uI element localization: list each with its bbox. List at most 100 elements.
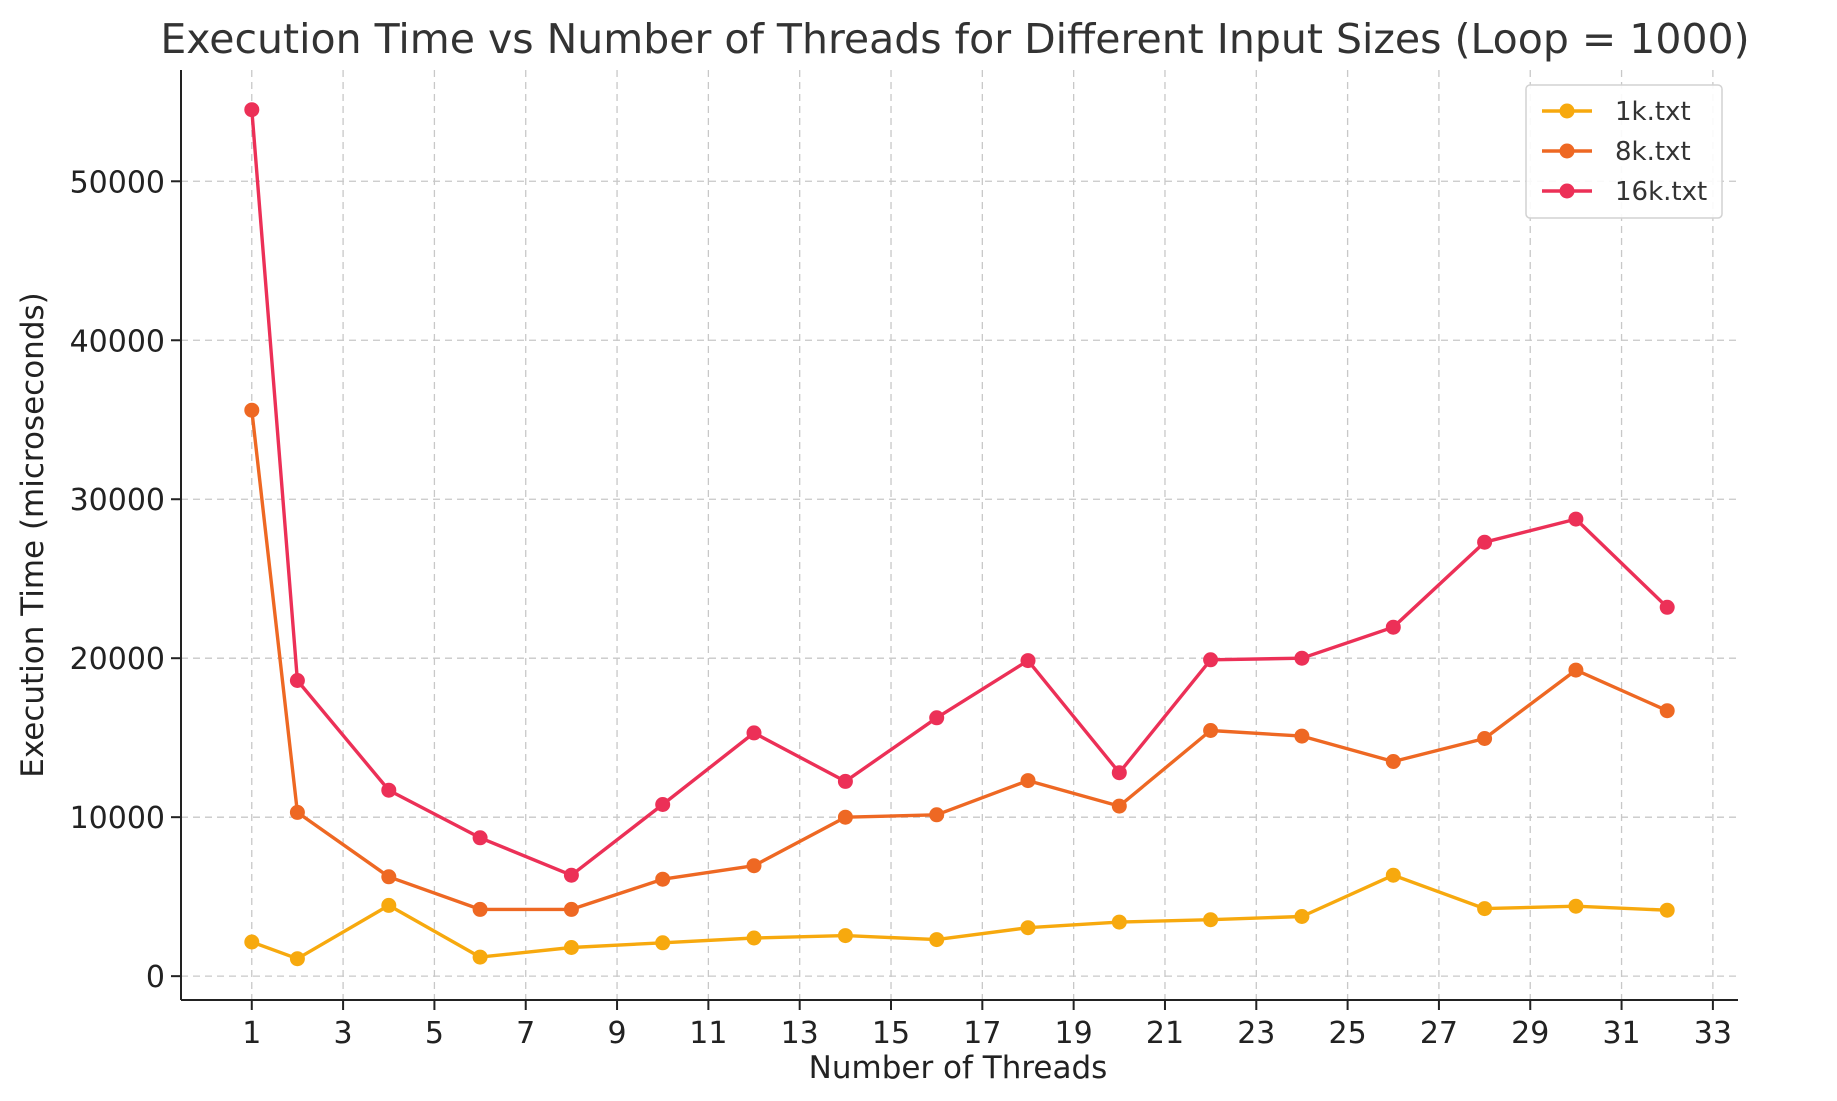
x-tick-label: 11: [689, 1016, 727, 1051]
data-point: [1659, 599, 1675, 615]
data-point: [1111, 914, 1127, 930]
x-tick-label: 33: [1694, 1016, 1732, 1051]
y-tick-label: 30000: [70, 483, 165, 518]
grid: [181, 70, 1738, 1000]
data-point: [244, 934, 260, 950]
data-point: [746, 725, 762, 741]
series-line: [250, 873, 1669, 961]
data-point: [1294, 728, 1310, 744]
data-point: [289, 804, 305, 820]
data-point: [472, 830, 488, 846]
data-point: [563, 901, 579, 917]
data-point: [1568, 511, 1584, 527]
x-tick-label: 23: [1237, 1016, 1275, 1051]
x-tick-label: 3: [334, 1016, 353, 1051]
legend-swatch-marker: [1559, 183, 1575, 199]
data-point: [1203, 912, 1219, 928]
legend-swatch-marker: [1559, 143, 1575, 159]
plot-area: [244, 102, 1675, 967]
data-point: [1203, 652, 1219, 668]
series-line: [250, 408, 1669, 912]
data-point: [244, 402, 260, 418]
legend-item: 16k.txt: [1542, 177, 1707, 207]
data-point: [655, 871, 671, 887]
y-tick-label: 50000: [70, 165, 165, 200]
x-tick-label: 19: [1055, 1016, 1093, 1051]
data-point: [1477, 534, 1493, 550]
data-point: [381, 897, 397, 913]
data-point: [563, 940, 579, 955]
legend-item: 1k.txt: [1542, 97, 1691, 127]
series-line: [250, 107, 1669, 877]
data-point: [472, 949, 488, 965]
series-16k.txt: [244, 102, 1675, 883]
legend-swatch-marker: [1559, 103, 1575, 119]
legend-label: 8k.txt: [1615, 137, 1691, 167]
data-point: [244, 102, 260, 118]
data-point: [1020, 773, 1036, 789]
x-tick-label: 27: [1420, 1016, 1458, 1051]
chart-title: Execution Time vs Number of Threads for …: [160, 15, 1749, 63]
x-tick-label: 1: [242, 1016, 261, 1051]
data-point: [837, 809, 853, 825]
y-tick-label: 20000: [70, 642, 165, 677]
data-point: [655, 797, 671, 812]
legend: 1k.txt 8k.txt 16k.txt: [1525, 84, 1723, 219]
series-8k.txt: [244, 402, 1675, 917]
x-tick-label: 5: [425, 1016, 444, 1051]
x-tick-label: 21: [1146, 1016, 1184, 1051]
data-point: [746, 930, 762, 946]
y-axis-ticks: 0 10000 20000 30000 40000 50000: [70, 165, 181, 995]
data-point: [1294, 650, 1310, 666]
x-axis-ticks: 1 3 5 7 9 11 13 15 17 19 21 23 25 27 29 31 33: [242, 1000, 1732, 1051]
data-point: [1294, 909, 1310, 924]
data-point: [563, 867, 579, 883]
data-point: [381, 869, 397, 885]
data-point: [381, 782, 397, 798]
y-tick-label: 0: [146, 960, 165, 995]
data-point: [837, 928, 853, 944]
x-tick-label: 13: [781, 1016, 819, 1051]
axes: [180, 70, 1738, 1001]
x-tick-label: 25: [1329, 1016, 1367, 1051]
data-point: [929, 932, 945, 948]
data-point: [1477, 731, 1493, 746]
data-point: [472, 901, 488, 917]
data-point: [289, 673, 305, 688]
x-axis-label: Number of Threads: [809, 1050, 1108, 1086]
data-point: [929, 807, 945, 823]
x-tick-label: 7: [516, 1016, 535, 1051]
data-point: [1568, 898, 1584, 914]
data-point: [1659, 703, 1675, 719]
y-tick-label: 10000: [70, 801, 165, 836]
data-point: [837, 773, 853, 789]
y-tick-label: 40000: [70, 324, 165, 359]
x-tick-label: 31: [1602, 1016, 1640, 1051]
data-point: [289, 951, 305, 967]
data-point: [1568, 662, 1584, 678]
y-axis-label: Execution Time (microseconds): [15, 292, 51, 777]
data-point: [1020, 653, 1036, 669]
data-point: [1385, 619, 1401, 635]
legend-item: 8k.txt: [1542, 137, 1691, 167]
legend-label: 1k.txt: [1615, 97, 1691, 127]
data-point: [1020, 920, 1036, 936]
data-point: [1111, 765, 1127, 781]
data-point: [1477, 901, 1493, 917]
data-point: [746, 858, 762, 874]
x-tick-label: 9: [608, 1016, 627, 1051]
data-point: [655, 935, 671, 951]
data-point: [1111, 798, 1127, 814]
legend-box: [1525, 84, 1723, 219]
x-tick-label: 17: [963, 1016, 1001, 1051]
series-1k.txt: [244, 867, 1675, 967]
x-tick-label: 15: [872, 1016, 910, 1051]
data-point: [929, 710, 945, 726]
data-point: [1659, 902, 1675, 918]
data-point: [1385, 754, 1401, 769]
data-point: [1385, 867, 1401, 883]
legend-label: 16k.txt: [1615, 177, 1707, 207]
x-tick-label: 29: [1511, 1016, 1549, 1051]
data-point: [1203, 723, 1219, 738]
